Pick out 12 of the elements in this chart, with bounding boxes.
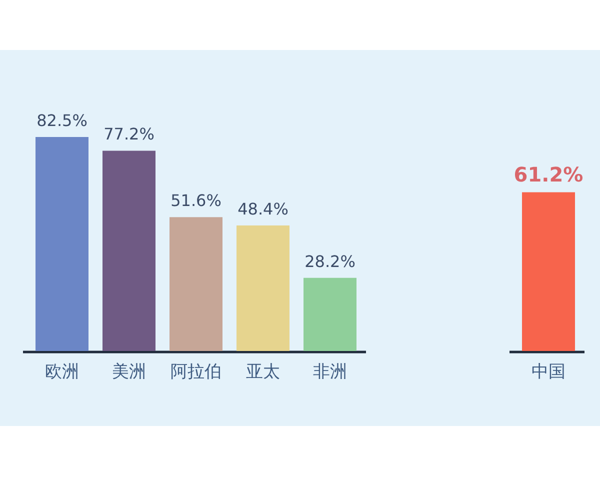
data-label: 28.2% (304, 252, 356, 271)
data-label: 82.5% (36, 111, 88, 130)
x-tick-label: 亚太 (246, 362, 280, 382)
x-tick-label: 美洲 (112, 362, 146, 382)
x-tick-label: 欧洲 (45, 362, 79, 382)
x-tick-label: 阿拉伯 (170, 362, 222, 382)
x-tick-label: 非洲 (313, 362, 347, 382)
data-label: 51.6% (170, 191, 222, 210)
data-label: 61.2% (514, 162, 584, 186)
x-tick-label: 中国 (532, 362, 566, 382)
data-label: 77.2% (104, 124, 154, 144)
data-label: 48.4% (238, 199, 288, 218)
